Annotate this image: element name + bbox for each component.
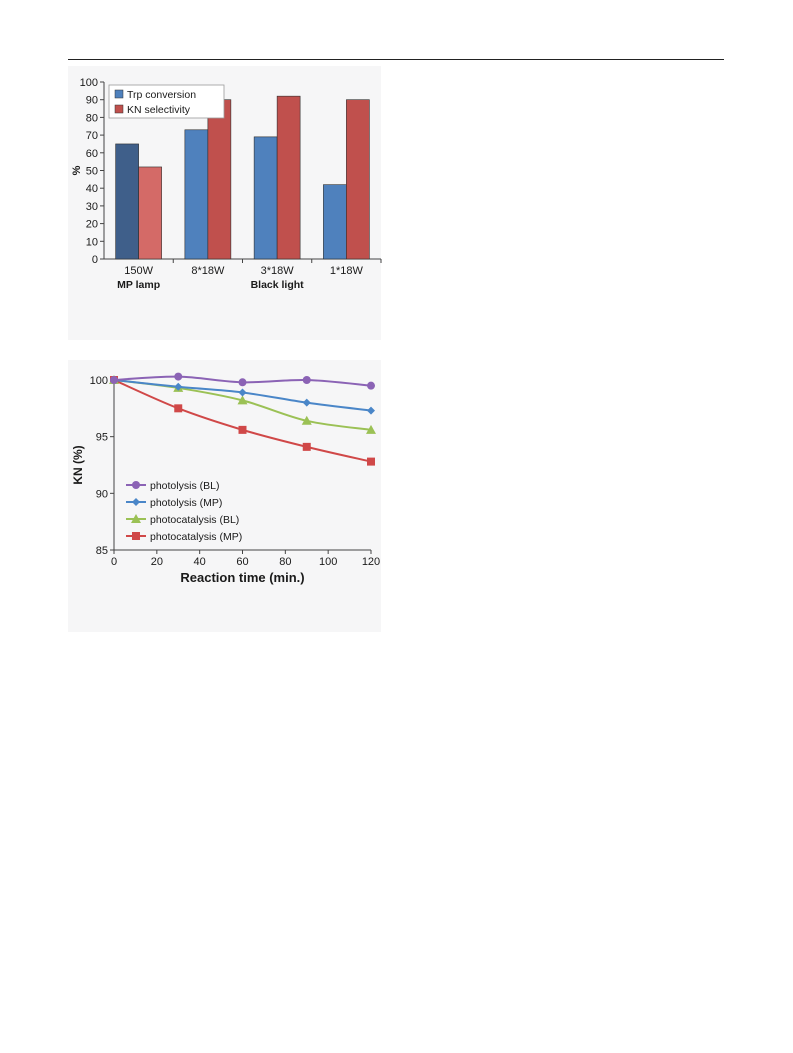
y-axis-label: KN (%) (71, 445, 85, 484)
series-line-photocatalysis-bl (113, 379, 372, 431)
y-tick-label: 95 (96, 432, 108, 444)
data-point-photolysis-mp (174, 382, 183, 391)
y-tick-label: 20 (86, 219, 98, 231)
legend-marker-photolysis-bl (132, 481, 140, 489)
x-tick-label: 100 (319, 556, 337, 568)
group-label: MP lamp (117, 279, 160, 291)
data-point-photolysis-bl (367, 381, 375, 390)
legend-marker-photolysis-mp (132, 498, 140, 506)
bar-trp-conversion (115, 143, 139, 260)
y-tick-label: 0 (92, 254, 98, 266)
y-axis-label: % (71, 165, 83, 175)
y-tick-label: 90 (86, 95, 98, 107)
bar-trp-conversion (253, 136, 278, 260)
data-point-photocatalysis-bl (366, 424, 376, 434)
line-chart-panel: 85 90 95 100 0 20 40 60 80 100 120 Reaction time (m… (68, 360, 381, 632)
data-point-photolysis-bl (238, 378, 247, 387)
legend-label: photolysis (BL) (150, 480, 219, 492)
bar-kn-selectivity (138, 166, 162, 260)
group-label: Black light (251, 279, 305, 291)
data-point-photocatalysis-bl (237, 395, 248, 405)
x-tick-label: 3*18W (261, 265, 295, 277)
y-tick-label: 40 (86, 183, 98, 195)
legend-marker-photocatalysis-bl (131, 514, 141, 523)
legend-box (108, 84, 225, 119)
data-point-photocatalysis-mp (302, 442, 311, 451)
x-tick-label: 80 (279, 556, 291, 568)
legend-swatch (114, 104, 124, 114)
legend-swatch (114, 89, 124, 99)
y-tick-label: 100 (90, 375, 108, 387)
y-tick-label: 100 (80, 77, 98, 89)
bar-chart-panel: 0 10 20 30 40 50 60 70 80 90 100% 150W 8*18W 3*18W 1*1… (68, 66, 382, 340)
data-point-photocatalysis-bl (301, 415, 312, 425)
bar-chart: 0 10 20 30 40 50 60 70 80 90 100% 150W 8*18W 3*18W 1*1… (71, 77, 382, 291)
x-tick-label: 20 (151, 556, 163, 568)
legend-label: photolysis (MP) (150, 497, 222, 509)
data-point-photolysis-bl (110, 376, 118, 384)
y-tick-label: 50 (86, 166, 98, 178)
x-tick-label: 8*18W (191, 265, 225, 277)
data-point-photocatalysis-mp (367, 457, 375, 466)
bar-kn-selectivity (346, 99, 370, 260)
y-tick-label: 85 (96, 545, 108, 557)
bar-trp-conversion (184, 129, 209, 260)
x-tick-label: 120 (362, 556, 380, 568)
bar-kn-selectivity (276, 95, 301, 260)
x-tick-label: 0 (111, 556, 117, 568)
x-tick-label: 150W (124, 265, 153, 277)
bar-trp-conversion (323, 184, 347, 260)
x-tick-label: 60 (236, 556, 248, 568)
legend-label: Trp conversion (127, 89, 196, 101)
line-chart: 85 90 95 100 0 20 40 60 80 100 120 Reaction time (m… (71, 372, 380, 585)
legend-label: photocatalysis (BL) (150, 514, 239, 526)
legend-marker-photocatalysis-mp (132, 532, 140, 540)
y-tick-label: 60 (86, 148, 98, 160)
data-point-photolysis-mp (367, 406, 375, 415)
data-point-photolysis-mp (238, 388, 247, 397)
legend-label: photocatalysis (MP) (150, 531, 242, 543)
y-tick-label: 30 (86, 201, 98, 213)
x-tick-label: 40 (194, 556, 206, 568)
legend-label: KN selectivity (127, 104, 191, 116)
data-point-photolysis-mp (302, 398, 311, 407)
y-tick-label: 70 (86, 130, 98, 142)
x-axis-label: Reaction time (min.) (180, 570, 304, 585)
bar-kn-selectivity (207, 99, 232, 260)
data-point-photocatalysis-mp (174, 404, 183, 413)
data-point-photolysis-bl (174, 372, 183, 381)
y-tick-label: 10 (86, 236, 98, 248)
y-tick-label: 80 (86, 112, 98, 124)
data-point-photolysis-bl (302, 376, 311, 384)
x-tick-label: 1*18W (330, 265, 364, 277)
data-point-photocatalysis-mp (238, 425, 247, 434)
y-tick-label: 90 (96, 488, 108, 500)
page-header-rule (68, 59, 724, 60)
